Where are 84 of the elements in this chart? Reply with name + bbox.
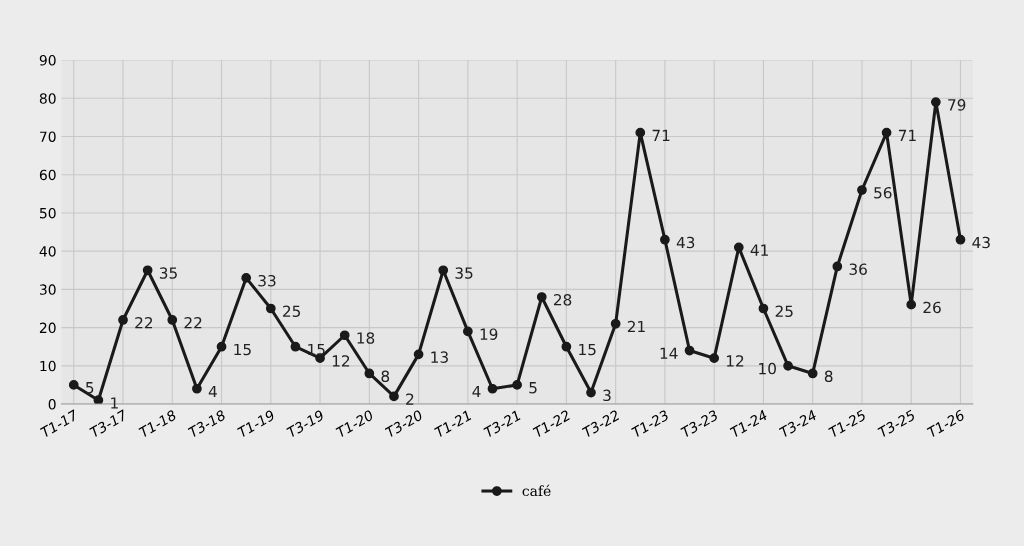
legend-label: café <box>522 484 551 497</box>
data-label: 43 <box>676 236 695 249</box>
data-label: 26 <box>923 301 941 314</box>
point <box>192 383 202 394</box>
data-label: 71 <box>898 129 916 142</box>
y-tick-label: 80 <box>39 93 56 104</box>
point <box>561 341 572 352</box>
data-label: 56 <box>874 187 892 199</box>
point <box>68 380 79 390</box>
data-label: 36 <box>849 263 867 275</box>
data-label: 2 <box>406 393 414 405</box>
data-label: 8 <box>381 370 390 383</box>
data-label: 71 <box>652 129 670 142</box>
point <box>758 303 769 314</box>
data-label: 41 <box>750 244 768 256</box>
point <box>512 380 522 390</box>
y-tick-label: 70 <box>40 131 56 142</box>
y-tick-label: 50 <box>39 207 56 219</box>
point <box>733 242 744 253</box>
data-label: 22 <box>184 316 202 329</box>
data-label: 3 <box>603 389 611 402</box>
point <box>142 265 153 276</box>
data-label: 33 <box>258 274 276 287</box>
point <box>586 387 596 398</box>
data-label: 12 <box>332 355 350 367</box>
data-label: 8 <box>824 370 833 383</box>
data-label: 14 <box>660 347 678 359</box>
data-label: 5 <box>86 382 94 394</box>
data-label: 15 <box>579 343 596 356</box>
point <box>709 353 720 364</box>
point <box>906 299 917 310</box>
data-label: 25 <box>283 305 301 318</box>
point <box>807 368 818 379</box>
point <box>832 261 843 272</box>
point <box>265 303 276 314</box>
data-label: 5 <box>529 382 537 394</box>
point <box>881 127 892 138</box>
y-tick-label: 10 <box>40 360 56 372</box>
data-label: 10 <box>759 362 776 375</box>
data-label: 19 <box>480 328 498 340</box>
point <box>339 330 350 341</box>
point <box>857 185 867 195</box>
point <box>487 383 498 394</box>
data-label: 35 <box>159 267 177 279</box>
y-tick-label: 30 <box>39 284 56 295</box>
point <box>241 273 252 283</box>
point <box>635 127 646 138</box>
point <box>93 395 104 405</box>
y-tick-label: 40 <box>39 246 56 257</box>
point <box>413 349 424 360</box>
point <box>216 341 227 352</box>
point <box>438 265 449 276</box>
data-label: 4 <box>472 385 481 398</box>
point <box>610 318 621 329</box>
y-tick-label: 20 <box>39 322 56 334</box>
data-label: 79 <box>948 99 966 111</box>
y-tick-label: 60 <box>39 169 56 181</box>
point <box>660 234 670 245</box>
y-tick-label: 90 <box>39 55 56 66</box>
data-label: 4 <box>208 385 217 398</box>
point <box>462 326 473 337</box>
point <box>684 345 695 356</box>
data-label: 15 <box>308 343 325 356</box>
point <box>389 391 399 402</box>
data-label: 22 <box>135 316 153 329</box>
point <box>783 360 793 371</box>
data-label: 35 <box>455 267 473 279</box>
point <box>930 97 941 107</box>
data-label: 18 <box>357 332 375 344</box>
point <box>118 315 128 325</box>
data-label: 13 <box>431 351 448 363</box>
point <box>955 234 966 245</box>
data-label: 15 <box>234 343 251 356</box>
data-label: 28 <box>553 294 572 306</box>
data-label: 21 <box>627 320 645 333</box>
data-label: 25 <box>775 305 793 318</box>
data-label: 1 <box>111 397 118 409</box>
point <box>536 292 547 302</box>
data-label: 43 <box>972 236 990 249</box>
point <box>167 315 178 325</box>
data-label: 12 <box>726 355 744 367</box>
y-tick-label: 0 <box>48 399 56 410</box>
point <box>290 341 301 352</box>
point <box>364 368 375 379</box>
